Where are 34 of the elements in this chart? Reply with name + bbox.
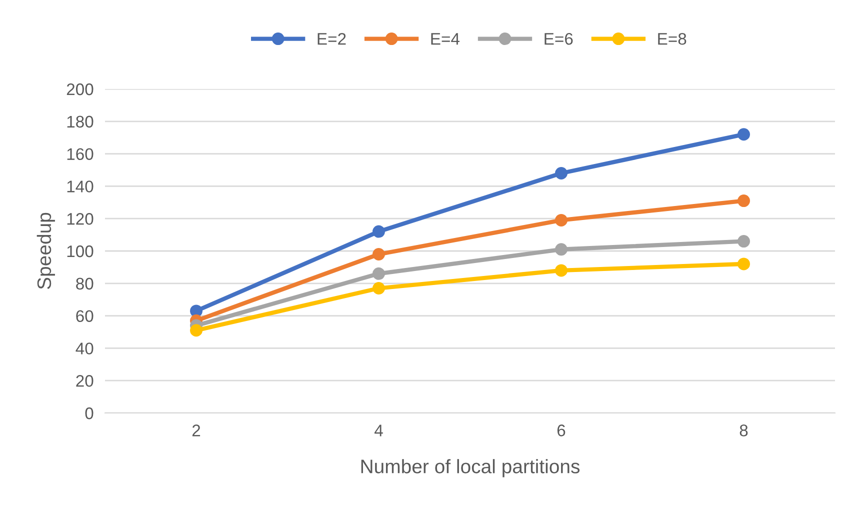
y-tick-label: 100 (67, 245, 94, 258)
legend-label: E=4 (431, 33, 460, 45)
point (372, 225, 385, 238)
x-tick-label: 6 (557, 424, 566, 436)
point (738, 128, 750, 141)
point (372, 267, 385, 280)
point (738, 194, 750, 208)
x-tick-label: 8 (740, 424, 748, 436)
y-tick-label: 40 (76, 342, 94, 354)
y-axis-title: Speedup (36, 212, 55, 290)
x-axis-title: Number of local partitions (361, 459, 580, 478)
point (555, 264, 568, 277)
y-tick-label: 80 (76, 278, 94, 290)
y-tick-label: 20 (76, 375, 94, 387)
y-tick-label: 60 (76, 310, 94, 322)
x-tick-label: 2 (192, 424, 200, 436)
y-tick-label: 0 (85, 407, 94, 420)
legend-label: E=8 (658, 32, 686, 45)
point (738, 258, 750, 270)
point (555, 243, 568, 256)
y-tick-label: 180 (67, 116, 94, 128)
legend-label: E=6 (544, 32, 573, 45)
point (190, 324, 202, 337)
y-tick-label: 200 (66, 83, 94, 96)
point (372, 282, 385, 295)
legend-label: E=2 (318, 32, 346, 45)
y-tick-label: 140 (67, 180, 94, 192)
point (372, 248, 385, 260)
y-tick-label: 160 (67, 148, 94, 160)
point (738, 235, 750, 248)
x-tick-label: 4 (374, 424, 383, 436)
y-tick-label: 120 (67, 213, 94, 225)
point (555, 166, 568, 180)
point (555, 214, 568, 226)
